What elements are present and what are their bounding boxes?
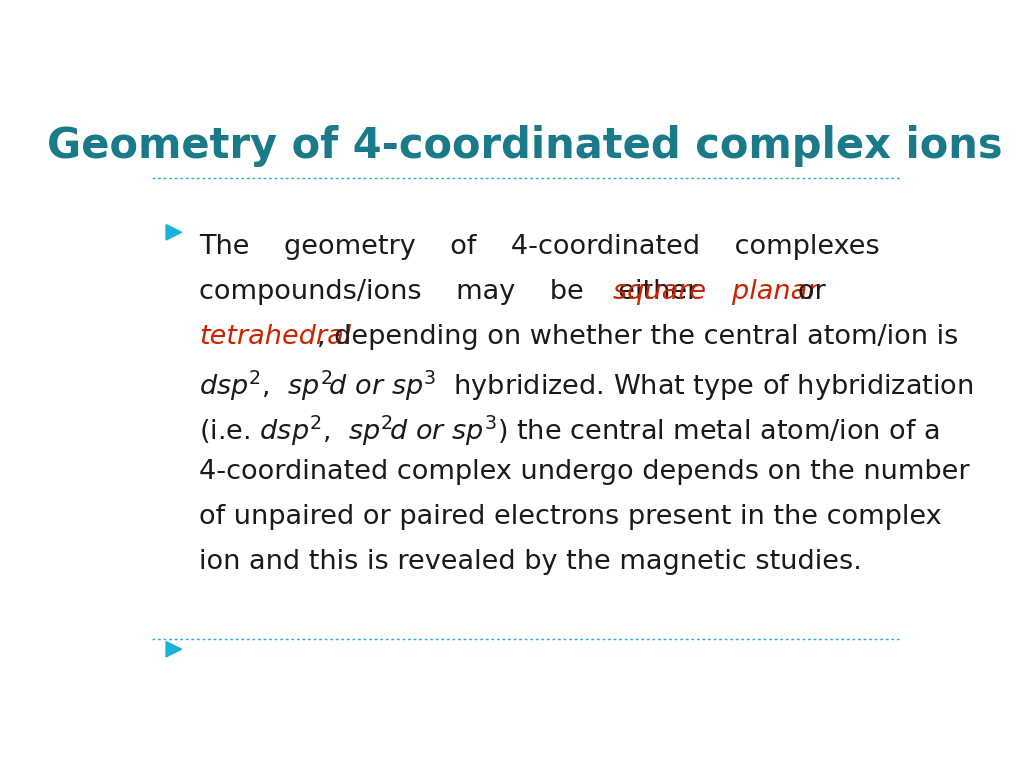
Text: $dsp^2$,  $sp^2\!d\ or\ sp^3$  hybridized. What type of hybridization: $dsp^2$, $sp^2\!d\ or\ sp^3$ hybridized.… <box>200 369 974 403</box>
Text: or: or <box>772 279 826 305</box>
Text: , depending on whether the central atom/ion is: , depending on whether the central atom/… <box>317 324 958 350</box>
Polygon shape <box>166 641 181 657</box>
Text: tetrahedral: tetrahedral <box>200 324 351 350</box>
Text: ion and this is revealed by the magnetic studies.: ion and this is revealed by the magnetic… <box>200 548 862 574</box>
Text: square   planar: square planar <box>613 279 818 305</box>
Text: Geometry of 4-coordinated complex ions: Geometry of 4-coordinated complex ions <box>47 124 1002 167</box>
Text: (i.e. $dsp^2$,  $sp^2\!d\ or\ sp^3$) the central metal atom/ion of a: (i.e. $dsp^2$, $sp^2\!d\ or\ sp^3$) the … <box>200 414 940 449</box>
Text: of unpaired or paired electrons present in the complex: of unpaired or paired electrons present … <box>200 504 942 530</box>
Text: The    geometry    of    4-coordinated    complexes: The geometry of 4-coordinated complexes <box>200 234 881 260</box>
Text: compounds/ions    may    be    either: compounds/ions may be either <box>200 279 733 305</box>
Polygon shape <box>166 224 181 240</box>
Text: 4-coordinated complex undergo depends on the number: 4-coordinated complex undergo depends on… <box>200 458 970 485</box>
